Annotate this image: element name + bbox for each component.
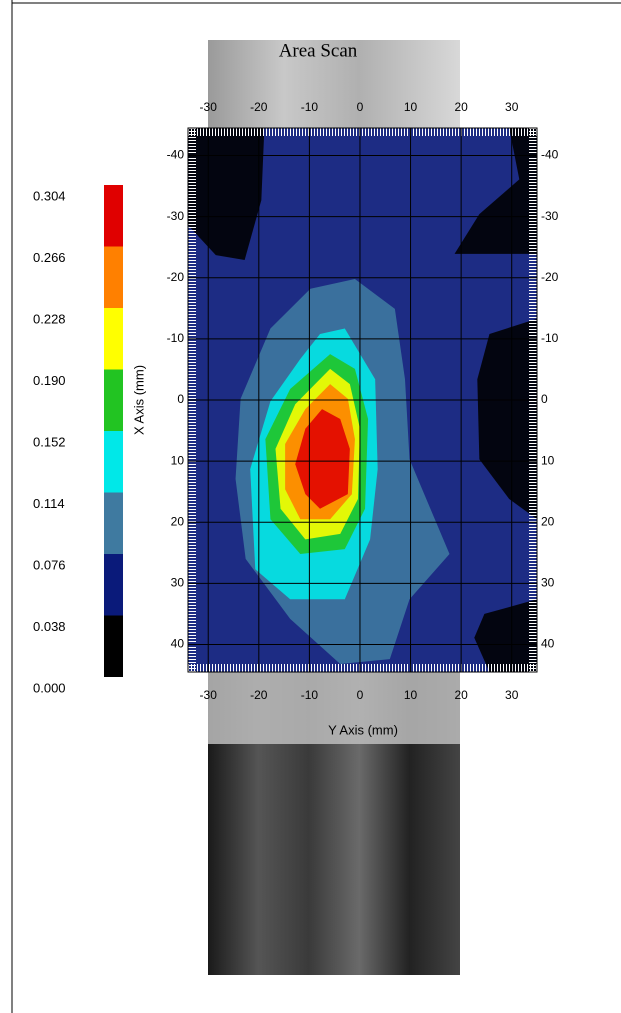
x-tick-label: -20 bbox=[250, 688, 268, 702]
colorbar-label: 0.000 bbox=[33, 680, 66, 695]
y-tick-label: -30 bbox=[541, 209, 559, 223]
x-tick-label: 20 bbox=[454, 688, 468, 702]
x-tick-label: 0 bbox=[357, 100, 364, 114]
colorbar-band bbox=[104, 369, 123, 431]
x-tick-label: 30 bbox=[505, 688, 519, 702]
y-tick-label: -10 bbox=[541, 331, 559, 345]
colorbar-label: 0.114 bbox=[33, 496, 65, 511]
colorbar-band bbox=[104, 185, 123, 247]
x-tick-label: -30 bbox=[200, 100, 218, 114]
y-axis-label: X Axis (mm) bbox=[131, 365, 146, 435]
y-tick-label: 0 bbox=[177, 392, 184, 406]
x-tick-label: 0 bbox=[357, 688, 364, 702]
y-tick-label: 10 bbox=[171, 453, 185, 467]
y-tick-label: 30 bbox=[171, 576, 185, 590]
y-tick-label: -30 bbox=[167, 209, 185, 223]
colorbar-label: 0.266 bbox=[33, 250, 66, 265]
x-tick-label: 30 bbox=[505, 100, 519, 114]
colorbar-band bbox=[104, 246, 123, 308]
contour-region bbox=[477, 318, 537, 520]
x-tick-label: -10 bbox=[301, 688, 319, 702]
chart-title: Area Scan bbox=[279, 40, 358, 61]
plot-border bbox=[187, 127, 538, 673]
contour-region bbox=[454, 128, 537, 254]
y-tick-label: -20 bbox=[541, 270, 559, 284]
colorbar-label: 0.152 bbox=[33, 434, 66, 449]
contour-region bbox=[295, 409, 350, 509]
x-tick-label: 10 bbox=[404, 688, 418, 702]
colorbar-band bbox=[104, 308, 123, 370]
x-tick-label: -10 bbox=[301, 100, 319, 114]
x-axis-label: Y Axis (mm) bbox=[328, 722, 398, 737]
colorbar-label: 0.076 bbox=[33, 557, 66, 572]
x-tick-label: -30 bbox=[200, 688, 218, 702]
y-tick-label: -40 bbox=[541, 148, 559, 162]
y-tick-label: 40 bbox=[541, 637, 555, 651]
x-tick-label: 20 bbox=[454, 100, 468, 114]
x-tick-label: 10 bbox=[404, 100, 418, 114]
y-tick-label: 20 bbox=[541, 514, 555, 528]
contour-region bbox=[188, 128, 265, 261]
contour-region bbox=[474, 599, 537, 672]
y-tick-label: -40 bbox=[167, 148, 185, 162]
y-tick-label: 20 bbox=[171, 514, 185, 528]
y-tick-label: 10 bbox=[541, 453, 555, 467]
y-tick-label: -10 bbox=[167, 331, 185, 345]
colorbar-band bbox=[104, 554, 123, 616]
y-tick-label: 30 bbox=[541, 576, 555, 590]
photo-top bbox=[208, 40, 460, 128]
y-tick-label: 0 bbox=[541, 392, 548, 406]
x-tick-label: -20 bbox=[250, 100, 268, 114]
y-tick-label: 40 bbox=[171, 637, 185, 651]
colorbar-band bbox=[104, 615, 123, 677]
colorbar-label: 0.304 bbox=[33, 188, 66, 203]
colorbar-band bbox=[104, 492, 123, 554]
photo-axis-strip bbox=[208, 672, 460, 744]
colorbar-band bbox=[104, 431, 123, 493]
colorbar-label: 0.190 bbox=[33, 373, 66, 388]
colorbar-label: 0.038 bbox=[33, 619, 66, 634]
y-tick-label: -20 bbox=[167, 270, 185, 284]
colorbar-label: 0.228 bbox=[33, 311, 66, 326]
